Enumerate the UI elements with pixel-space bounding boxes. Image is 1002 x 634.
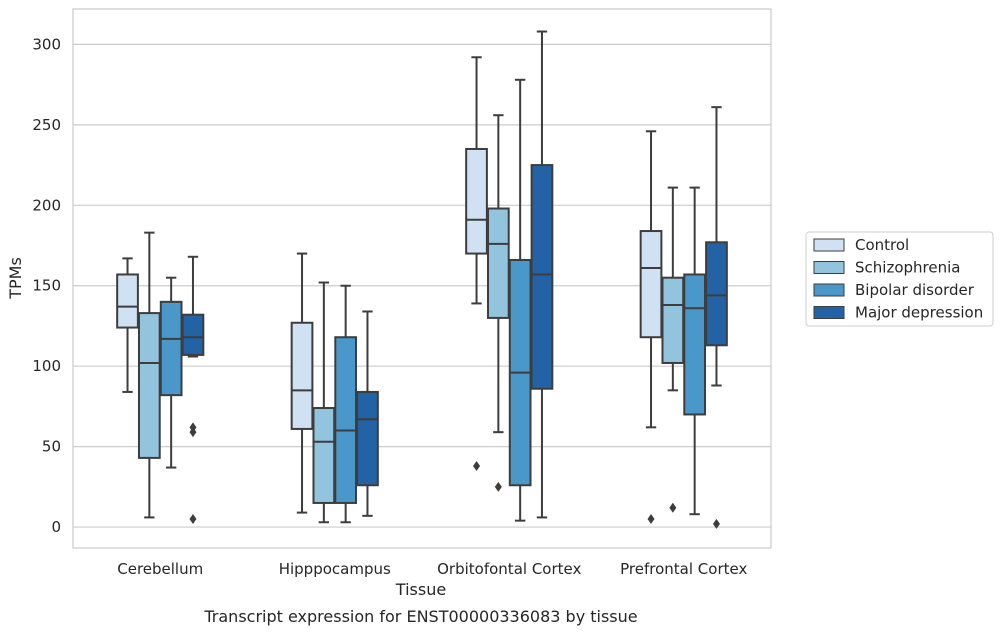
- boxplot-group: [508, 78, 532, 522]
- y-tick-label: 100: [32, 357, 61, 375]
- boxplots: [116, 30, 728, 529]
- boxplot-group: [683, 186, 707, 516]
- box: [116, 273, 139, 329]
- outlier-point: [712, 518, 720, 529]
- box: [181, 313, 205, 356]
- box: [683, 273, 707, 416]
- y-axis-title: TPMs: [6, 257, 25, 300]
- box: [290, 321, 314, 430]
- y-tick-label: 150: [32, 277, 61, 295]
- x-tick-label: Cerebellum: [117, 560, 203, 578]
- y-tick-label: 0: [51, 518, 61, 536]
- outlier-point: [669, 502, 677, 513]
- box: [334, 336, 358, 504]
- boxplot-group: [486, 114, 510, 492]
- boxplot-group: [356, 310, 379, 517]
- y-tick-label: 300: [32, 35, 61, 53]
- boxplot-group: [137, 231, 161, 519]
- box: [465, 147, 488, 255]
- outlier-point: [189, 514, 197, 525]
- boxplot-group: [661, 186, 685, 513]
- legend-label: Bipolar disorder: [855, 281, 975, 299]
- box: [705, 241, 728, 347]
- x-axis-ticks: Cerebellum Hipppocampus Orbitofontal Corte…: [117, 560, 747, 578]
- box: [356, 390, 379, 487]
- plot-frame: [72, 8, 772, 549]
- boxplot-group: [181, 255, 205, 525]
- boxplot-group: [116, 257, 139, 393]
- boxplot-group: [705, 106, 728, 529]
- chart-caption: Transcript expression for ENST0000033608…: [203, 607, 637, 626]
- box: [137, 312, 161, 459]
- legend-swatch: [813, 261, 845, 274]
- legend-label: Schizophrenia: [855, 259, 960, 277]
- gridlines: [73, 43, 771, 528]
- x-axis-title: Tissue: [395, 580, 446, 599]
- y-tick-label: 250: [32, 116, 61, 134]
- boxplot-group: [465, 56, 488, 471]
- box: [159, 300, 183, 397]
- boxplot-group: [312, 281, 336, 524]
- boxplot-group: [290, 252, 314, 514]
- legend-swatch: [813, 283, 845, 297]
- legend: Control Schizophrenia Bipolar disorder Majo…: [805, 231, 994, 327]
- outlier-point: [647, 514, 655, 525]
- box: [530, 164, 554, 390]
- legend-swatch: [813, 306, 845, 319]
- y-axis-ticks: 0 50 100 150 200 250 300: [32, 35, 61, 536]
- box: [312, 407, 336, 504]
- boxplot-group: [159, 276, 183, 469]
- y-tick-label: 200: [32, 196, 61, 214]
- legend-label: Control: [855, 236, 909, 254]
- boxplot-group: [334, 284, 358, 524]
- boxplot-group: [639, 130, 663, 525]
- box: [661, 276, 685, 364]
- box: [486, 207, 510, 319]
- boxplot-group: [530, 30, 554, 519]
- box: [639, 230, 663, 339]
- x-tick-label: Orbitofontal Cortex: [437, 560, 581, 578]
- x-tick-label: Hipppocampus: [279, 560, 391, 578]
- legend-frame: [805, 231, 994, 327]
- outlier-point: [473, 460, 481, 471]
- legend-swatch: [813, 238, 845, 252]
- outlier-point: [494, 481, 502, 492]
- legend-label: Major depression: [855, 304, 983, 322]
- outlier-point: [189, 427, 197, 438]
- y-tick-label: 50: [42, 438, 61, 456]
- x-tick-label: Prefrontal Cortex: [620, 560, 747, 578]
